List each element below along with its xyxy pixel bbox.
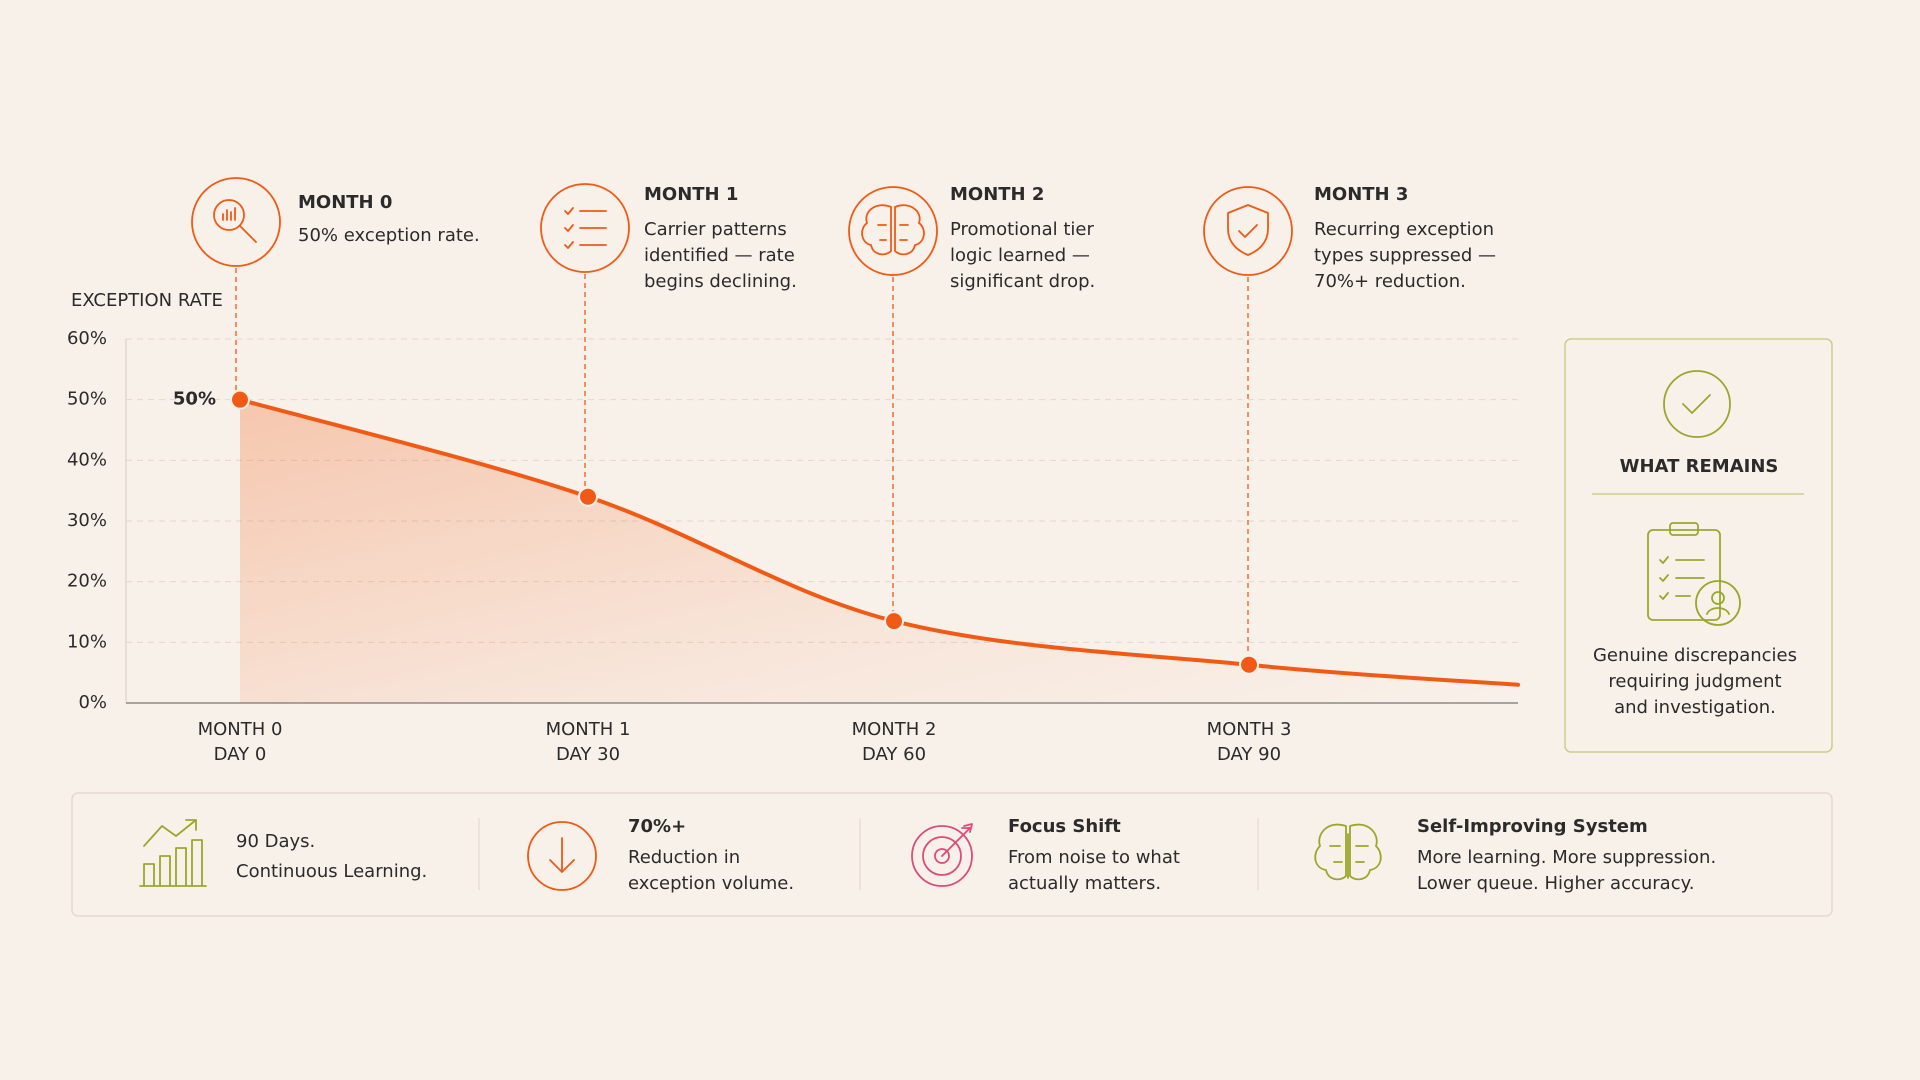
annotation-title: MONTH 3 bbox=[1314, 184, 1408, 205]
panel-title: WHAT REMAINS bbox=[1620, 456, 1779, 477]
annotation-title: MONTH 1 bbox=[644, 184, 738, 205]
y-axis-label: EXCEPTION RATE bbox=[71, 290, 223, 311]
annotation-text: logic learned — bbox=[950, 245, 1090, 266]
annotation-text: Promotional tier bbox=[950, 219, 1094, 240]
annotation-text: significant drop. bbox=[950, 271, 1095, 292]
summary-text: actually matters. bbox=[1008, 873, 1161, 894]
y-tick-label: 10% bbox=[67, 631, 107, 652]
milestone-icons bbox=[191, 177, 1293, 276]
point bbox=[578, 486, 598, 507]
x-tick-label: MONTH 3 bbox=[1207, 719, 1292, 740]
panel-frame bbox=[1564, 338, 1833, 753]
point bbox=[1239, 654, 1259, 675]
panel-text: Genuine discrepancies bbox=[1593, 645, 1797, 666]
summary-text: Lower queue. Higher accuracy. bbox=[1417, 873, 1694, 894]
summary-title: 70%+ bbox=[628, 816, 686, 837]
annotation-text: types suppressed — bbox=[1314, 245, 1496, 266]
summary-frame bbox=[71, 792, 1833, 917]
x-tick-sublabel: DAY 0 bbox=[214, 744, 267, 765]
value-label: 50% bbox=[173, 389, 216, 410]
summary-text: Continuous Learning. bbox=[236, 861, 427, 882]
point bbox=[884, 611, 904, 632]
annotation-text: 50% exception rate. bbox=[298, 225, 480, 246]
y-tick-label: 40% bbox=[67, 449, 107, 470]
x-tick-sublabel: DAY 90 bbox=[1217, 744, 1281, 765]
summary-text: From noise to what bbox=[1008, 847, 1180, 868]
x-tick-label: MONTH 2 bbox=[852, 719, 937, 740]
annotation-text: identified — rate bbox=[644, 245, 795, 266]
y-tick-label: 20% bbox=[67, 571, 107, 592]
annotation-text: 70%+ reduction. bbox=[1314, 271, 1466, 292]
summary-text: exception volume. bbox=[628, 873, 794, 894]
summary-text: Reduction in bbox=[628, 847, 740, 868]
x-tick-sublabel: DAY 30 bbox=[556, 744, 620, 765]
area bbox=[240, 399, 1518, 703]
panel-check-icon bbox=[1663, 370, 1731, 438]
x-tick-label: MONTH 1 bbox=[546, 719, 631, 740]
summary-title: Self-Improving System bbox=[1417, 816, 1648, 837]
panel-check-mark bbox=[1682, 394, 1711, 414]
x-tick-sublabel: DAY 60 bbox=[862, 744, 926, 765]
point bbox=[230, 389, 250, 410]
annotation-text: begins declining. bbox=[644, 271, 797, 292]
y-tick-label: 30% bbox=[67, 510, 107, 531]
summary-text: 90 Days. bbox=[236, 831, 315, 852]
annotation-title: MONTH 0 bbox=[298, 192, 392, 213]
annotation-text: Recurring exception bbox=[1314, 219, 1494, 240]
panel-text: requiring judgment bbox=[1608, 671, 1781, 692]
y-tick-label: 60% bbox=[67, 328, 107, 349]
summary-text: More learning. More suppression. bbox=[1417, 847, 1716, 868]
panel-clipboard-icon bbox=[1647, 522, 1741, 626]
y-tick-label: 0% bbox=[78, 692, 107, 713]
summary-icons bbox=[139, 819, 1382, 891]
panel-text: and investigation. bbox=[1614, 697, 1776, 718]
annotation-title: MONTH 2 bbox=[950, 184, 1044, 205]
y-tick-label: 50% bbox=[67, 389, 107, 410]
annotation-text: Carrier patterns bbox=[644, 219, 787, 240]
summary-title: Focus Shift bbox=[1008, 816, 1121, 837]
x-tick-label: MONTH 0 bbox=[198, 719, 283, 740]
